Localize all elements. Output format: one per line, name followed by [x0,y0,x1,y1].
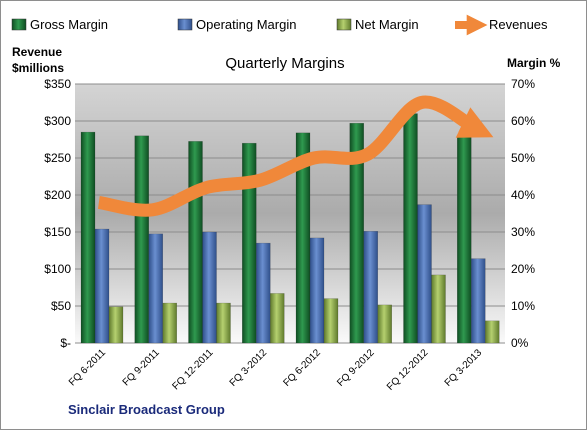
chart-title: Quarterly Margins [225,55,344,72]
chart-text: Quarterly Margins Revenue $millions Margin … [12,45,561,417]
legend-swatch [336,18,352,31]
right-axis-tick-label: 60% [511,114,535,128]
gross-margin-bar [403,113,418,344]
bar-series [80,113,500,344]
legend-swatch [11,18,27,31]
operating-margin-bar [148,233,163,344]
right-axis-tick-label: 10% [511,299,535,313]
right-axis-tick-label: 70% [511,77,535,91]
left-axis-tick-label: $150 [44,225,71,239]
legend-revenues: Revenues [455,14,548,36]
left-axis-title: Revenue [12,45,62,59]
left-axis-tick-label: $100 [44,262,71,276]
operating-margin-bar [202,231,217,344]
left-axis-tick-label: $50 [51,299,71,313]
right-axis-tick-label: 30% [511,225,535,239]
net-margin-bar [323,298,339,344]
net-margin-bar [377,304,392,344]
gross-margin-bar [188,141,203,344]
right-axis-tick-label: 40% [511,188,535,202]
net-margin-bar [108,306,124,344]
operating-margin-bar [256,242,271,344]
left-axis-tick-label: $- [60,336,71,350]
left-axis-title-units: $millions [12,61,64,75]
legend-net-margin: Net Margin [336,17,419,32]
left-axis-tick-label: $250 [44,151,71,165]
right-axis-tick-label: 0% [511,336,529,350]
legend-label: Revenues [489,17,548,32]
legend-gross-margin: Gross Margin [11,17,108,32]
net-margin-bar [270,293,285,344]
revenue-line-path [97,95,494,217]
right-axis-tick-label: 20% [511,262,535,276]
net-margin-bar [162,302,177,344]
operating-margin-bar [94,228,110,344]
net-margin-bar [431,274,446,344]
right-axis-title: Margin % [507,56,561,70]
legend-label: Operating Margin [196,17,296,32]
operating-margin-bar [417,204,432,344]
right-axis-tick-label: 50% [511,151,535,165]
legend-label: Gross Margin [30,17,108,32]
revenue-line [97,95,494,217]
legend-swatch [177,18,193,31]
net-margin-bar [485,320,500,344]
left-axis-tick-label: $200 [44,188,71,202]
legend-operating-margin: Operating Margin [177,17,296,32]
gross-margin-bar [80,131,96,344]
left-axis-tick-label: $300 [44,114,71,128]
left-axis-tick-label: $350 [44,77,71,91]
gross-margin-bar [242,142,257,344]
operating-margin-bar [471,258,486,344]
legend: Gross Margin Operating Margin Net Margin Re… [11,14,548,36]
operating-margin-bar [309,237,325,344]
gross-margin-bar [457,136,472,344]
company-name: Sinclair Broadcast Group [68,402,225,417]
net-margin-bar [216,302,231,344]
gross-margin-bar [134,135,149,344]
legend-label: Net Margin [355,17,419,32]
operating-margin-bar [363,231,378,344]
